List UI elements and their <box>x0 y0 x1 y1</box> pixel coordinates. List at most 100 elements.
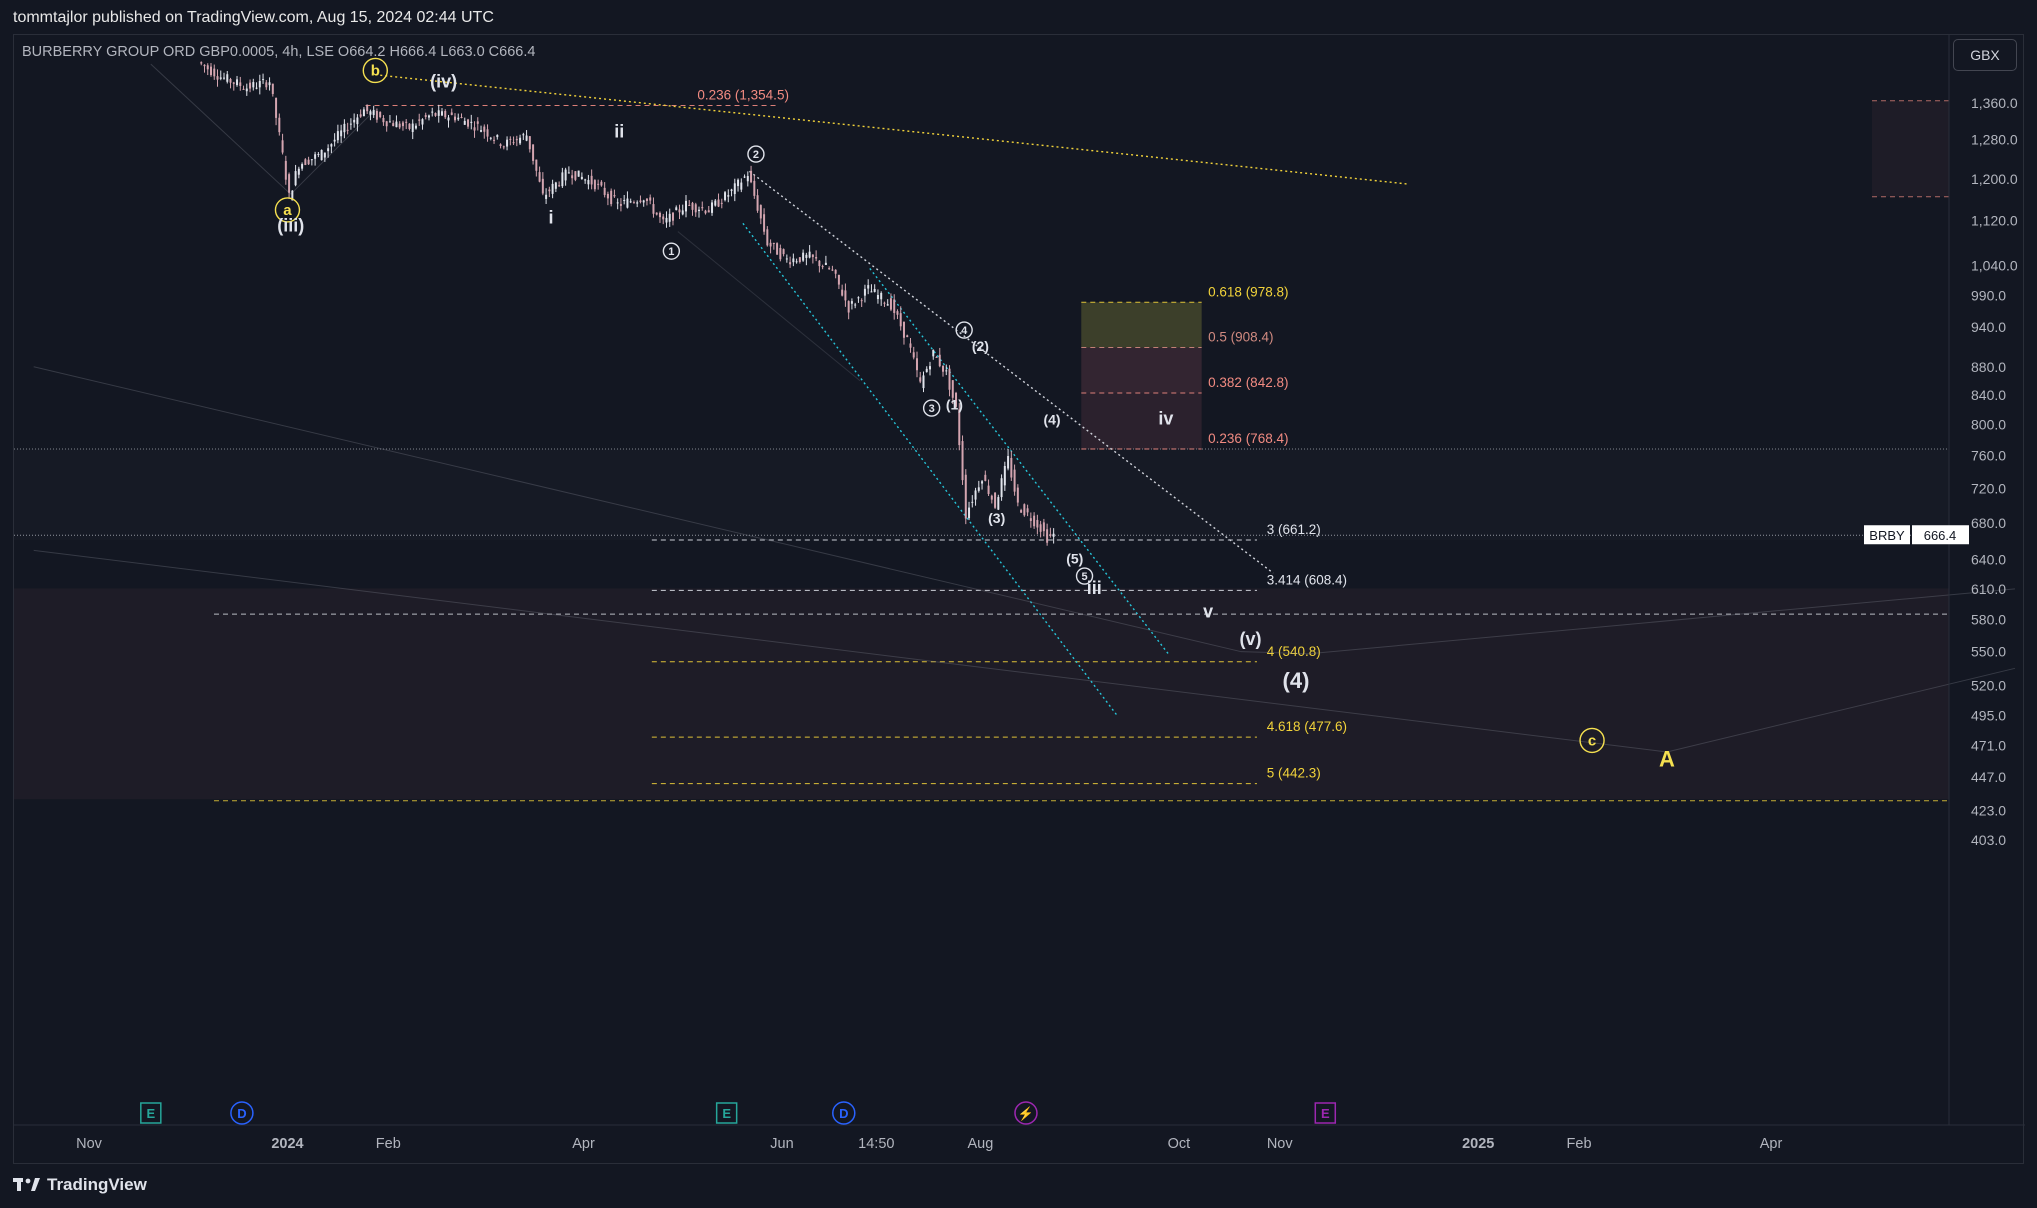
candle-body <box>932 349 935 357</box>
candle-body <box>327 148 330 152</box>
candle-body <box>255 87 258 89</box>
wave-label: 1 <box>668 246 674 258</box>
candle-body <box>720 202 723 204</box>
earnings-icon[interactable] <box>715 1102 738 1124</box>
split-icon[interactable] <box>1014 1101 1038 1125</box>
candle-body <box>362 109 365 117</box>
ticker-tag: BRBY <box>1869 528 1905 543</box>
candle-body <box>789 262 792 265</box>
candle-body <box>216 76 219 80</box>
candle-body <box>245 88 248 92</box>
candle-body <box>1036 519 1039 528</box>
wave-label: 5 <box>1081 571 1087 583</box>
publisher-line: tommtajlor published on TradingView.com,… <box>13 9 494 26</box>
candle-body <box>701 207 704 209</box>
candle-body <box>737 179 740 187</box>
candle-body <box>388 121 391 123</box>
candle-body <box>532 144 535 161</box>
dividend-icon[interactable] <box>832 1101 856 1125</box>
x-tick-label: Apr <box>1760 1136 1783 1152</box>
range-zone <box>14 449 1949 540</box>
y-tick-label: 1,040.0 <box>1971 258 2018 274</box>
candle-body <box>763 214 766 232</box>
fib-level-label: 4.618 (477.6) <box>1267 719 1347 734</box>
wave-label: (3) <box>988 510 1005 526</box>
candle-body <box>1029 518 1032 521</box>
projection-line-4 <box>1240 651 1310 655</box>
chart-panel[interactable]: 0.236 (1,354.5) 0.618 (978.8) 0.5 (908.4) 0… <box>13 34 2025 1165</box>
candle-body <box>265 82 268 88</box>
candle-body <box>818 260 821 267</box>
candle-body <box>262 79 265 81</box>
footer-brand[interactable]: TradingView <box>13 1175 147 1195</box>
candle-body <box>658 212 661 218</box>
candle-body <box>353 119 356 123</box>
symbol-legend: BURBERRY GROUP ORD GBP0.0005, 4h, LSE O6… <box>22 44 535 60</box>
dividend-icon[interactable] <box>230 1101 254 1125</box>
candle-body <box>662 216 665 220</box>
earnings-icon[interactable] <box>140 1102 162 1124</box>
x-tick-label: Feb <box>1567 1136 1592 1152</box>
candle-body <box>541 178 544 194</box>
y-tick-label: 403.0 <box>1971 832 2006 848</box>
y-tick-label: 447.0 <box>1971 769 2006 785</box>
candle-body <box>440 111 443 116</box>
candle-body <box>424 115 427 117</box>
candle-body <box>1049 534 1052 536</box>
y-tick-label: 880.0 <box>1971 359 2006 375</box>
candle-body <box>411 123 414 133</box>
candle-body <box>613 195 616 197</box>
candle-body <box>880 293 883 300</box>
candle-body <box>802 252 805 261</box>
candle-body <box>525 135 528 141</box>
candle-body <box>499 144 502 147</box>
candle-body <box>873 289 876 292</box>
candle-body <box>278 117 281 133</box>
wave-label-circle <box>922 399 941 417</box>
candle-body <box>961 441 964 481</box>
candle-body <box>655 212 658 215</box>
candle-body <box>759 205 762 219</box>
candle-body <box>382 117 385 123</box>
price-chart[interactable]: 0.236 (1,354.5) 0.618 (978.8) 0.5 (908.4) 0… <box>14 35 2025 1165</box>
candle-body <box>1052 533 1055 537</box>
candle-body <box>821 266 824 268</box>
ticker-tag-bg <box>1864 525 1910 545</box>
y-tick-label: 640.0 <box>1971 552 2006 568</box>
y-tick-label: 471.0 <box>1971 738 2006 754</box>
currency-button[interactable]: GBX <box>1953 39 2017 71</box>
candle-body <box>405 121 408 123</box>
candle-body <box>841 289 844 296</box>
candle-body <box>756 195 759 211</box>
candle-body <box>619 203 622 206</box>
earnings-icon[interactable] <box>1314 1102 1337 1124</box>
candle-body <box>899 313 902 327</box>
candle-body <box>1016 487 1019 503</box>
candle-body <box>593 180 596 190</box>
candle-body <box>610 190 613 205</box>
candle-body <box>538 172 541 182</box>
event-marker-letter: E <box>722 1106 731 1121</box>
projection-line-5 <box>1308 588 2016 655</box>
candle-body <box>987 485 990 494</box>
candle-body <box>863 288 866 296</box>
wave-label-circle <box>274 197 301 223</box>
candle-body <box>587 180 590 185</box>
candle-body <box>545 194 548 199</box>
candle-body <box>824 262 827 265</box>
white-trendline <box>749 170 1274 574</box>
wave-label-circle <box>1579 727 1605 754</box>
candle-body <box>597 183 600 185</box>
candle-body <box>502 146 505 148</box>
candle-body <box>323 152 326 158</box>
candle-body <box>746 176 749 182</box>
candle-body <box>356 117 359 125</box>
candle-body <box>447 117 450 121</box>
candle-body <box>636 202 639 204</box>
candle-body <box>981 481 984 484</box>
projection-line-3 <box>1666 667 2016 753</box>
candle-body <box>291 190 294 201</box>
candle-body <box>639 200 642 203</box>
candle-body <box>766 229 769 246</box>
candle-body <box>642 200 645 203</box>
